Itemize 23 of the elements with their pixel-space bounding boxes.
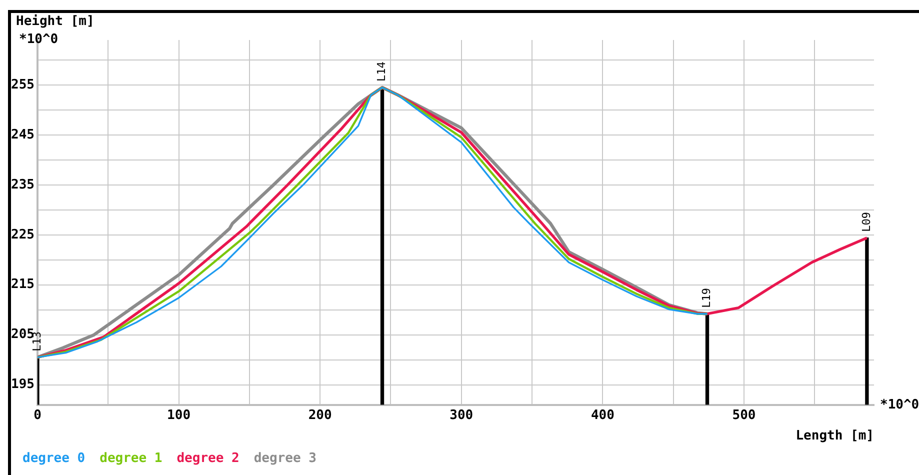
annotation: *10^0: [19, 32, 58, 47]
annotation: L19: [700, 288, 714, 308]
x-tick-label: 500: [732, 408, 756, 423]
text: degree 0: [22, 450, 86, 466]
y-axis-title: Height [m]: [16, 14, 94, 29]
x-tick-label: 200: [308, 408, 332, 423]
y-tick-label: 235: [10, 177, 34, 192]
annotation: L09: [860, 212, 873, 232]
x-tick-label: 0: [34, 408, 42, 423]
y-tick-label: 195: [10, 377, 34, 392]
annotation: L14: [375, 61, 388, 82]
x-tick-label: 300: [450, 408, 474, 423]
x-tick-label: 400: [590, 408, 615, 423]
text: *10^0: [880, 398, 919, 413]
y-tick-label: 225: [10, 227, 34, 242]
y-tick-label: 215: [10, 277, 34, 292]
text: degree 3: [254, 450, 316, 466]
text: degree 2: [176, 450, 240, 466]
x-tick-label: 100: [167, 408, 191, 423]
x-axis-title: Length [m]: [796, 428, 874, 444]
y-tick-label: 255: [10, 77, 34, 92]
y-tick-label: 245: [10, 127, 34, 142]
text: degree 1: [100, 450, 162, 466]
